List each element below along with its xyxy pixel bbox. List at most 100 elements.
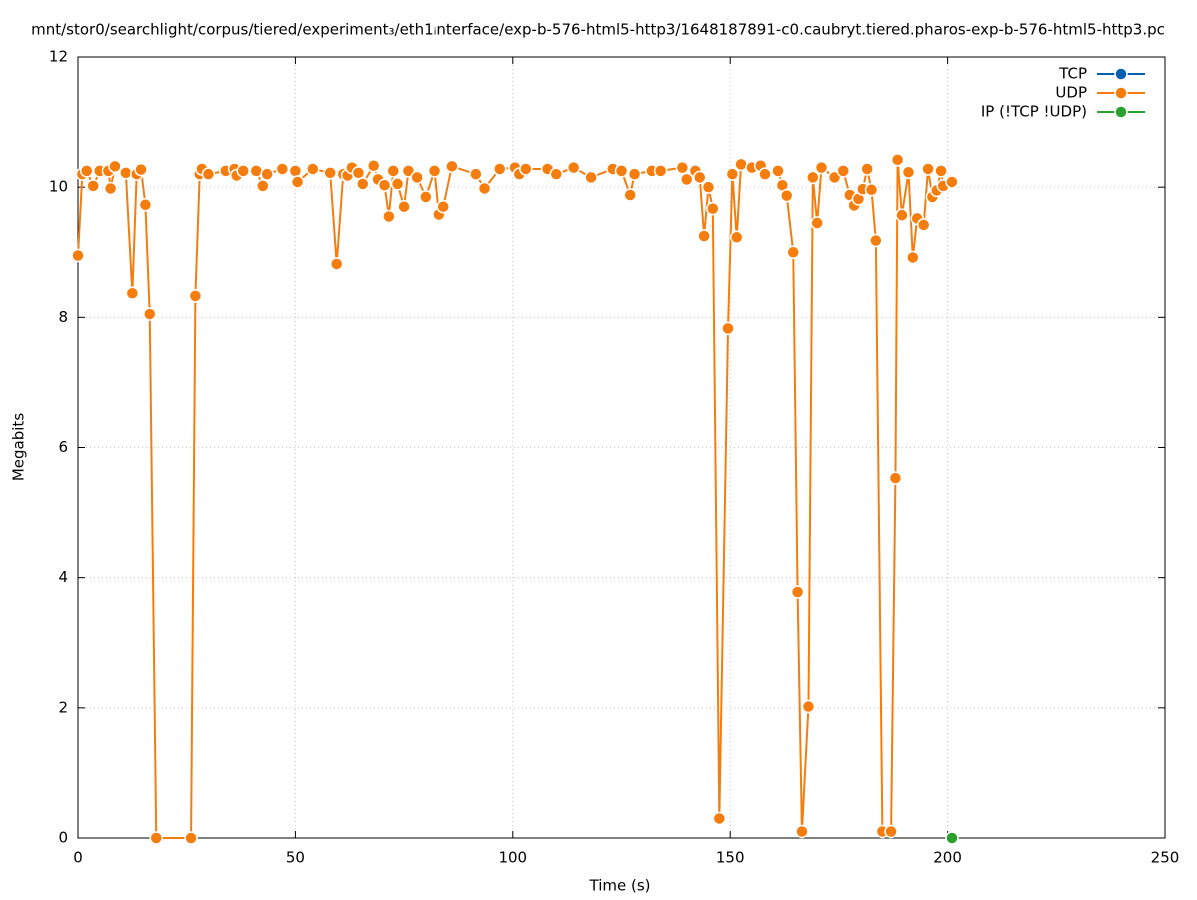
data-point bbox=[729, 230, 744, 245]
data-point bbox=[549, 167, 564, 181]
y-tick-label: 12 bbox=[49, 48, 68, 66]
legend-label: IP (!TCP !UDP) bbox=[981, 103, 1087, 121]
data-point bbox=[901, 165, 916, 179]
y-tick-label: 0 bbox=[58, 829, 68, 847]
data-point bbox=[356, 177, 370, 191]
data-point bbox=[916, 218, 931, 232]
data-point bbox=[906, 250, 920, 265]
data-point bbox=[653, 164, 668, 178]
legend-marker bbox=[1114, 86, 1128, 100]
data-point bbox=[701, 180, 716, 194]
data-point bbox=[584, 170, 598, 185]
y-tick-label: 4 bbox=[58, 568, 68, 586]
data-point bbox=[693, 170, 707, 185]
data-point bbox=[410, 170, 424, 185]
data-point bbox=[790, 585, 805, 599]
x-tick-label: 50 bbox=[286, 849, 305, 867]
data-point bbox=[921, 162, 935, 176]
data-point bbox=[860, 162, 874, 176]
data-point bbox=[623, 188, 637, 202]
x-tick-label: 200 bbox=[933, 849, 962, 867]
x-tick-label: 150 bbox=[716, 849, 745, 867]
data-point bbox=[519, 162, 533, 176]
data-point bbox=[256, 179, 270, 193]
data-point bbox=[934, 164, 948, 178]
data-point bbox=[712, 811, 727, 826]
data-point bbox=[721, 321, 735, 336]
x-axis-label: Time (s) bbox=[589, 877, 651, 895]
data-point bbox=[697, 229, 711, 243]
data-point bbox=[836, 164, 850, 178]
data-point bbox=[679, 172, 694, 187]
data-point bbox=[427, 164, 442, 178]
data-point bbox=[801, 699, 816, 714]
data-point bbox=[138, 197, 153, 212]
data-point bbox=[142, 307, 157, 321]
data-point bbox=[566, 160, 581, 175]
data-point bbox=[288, 164, 303, 178]
data-point bbox=[795, 824, 809, 839]
data-point bbox=[758, 167, 772, 181]
data-point bbox=[86, 179, 100, 193]
data-point bbox=[419, 190, 433, 204]
data-point bbox=[814, 160, 829, 175]
data-point bbox=[184, 831, 198, 845]
data-point bbox=[188, 289, 203, 303]
data-point bbox=[786, 245, 800, 259]
data-point bbox=[125, 286, 140, 301]
data-point bbox=[390, 177, 405, 191]
data-point bbox=[351, 166, 366, 180]
series-line bbox=[77, 159, 953, 839]
data-point bbox=[706, 201, 720, 216]
plot-border bbox=[77, 56, 1166, 839]
data-point bbox=[869, 233, 883, 248]
data-point bbox=[614, 164, 629, 178]
data-point bbox=[445, 159, 459, 174]
data-point bbox=[725, 167, 740, 181]
data-point bbox=[436, 199, 450, 214]
x-tick-label: 100 bbox=[498, 849, 527, 867]
data-point bbox=[477, 181, 492, 196]
data-point bbox=[260, 167, 274, 181]
data-point bbox=[627, 167, 642, 181]
y-tick-label: 6 bbox=[58, 438, 68, 456]
data-point bbox=[493, 162, 507, 176]
data-point bbox=[469, 167, 483, 181]
y-tick-label: 10 bbox=[49, 178, 68, 196]
data-point bbox=[201, 167, 216, 181]
legend-label: UDP bbox=[1055, 84, 1087, 102]
data-point bbox=[806, 170, 820, 185]
data-point bbox=[382, 209, 396, 224]
data-point bbox=[945, 831, 959, 845]
data-point bbox=[810, 216, 824, 230]
data-point bbox=[377, 178, 392, 192]
data-point bbox=[149, 831, 164, 845]
data-point bbox=[103, 181, 118, 196]
data-point bbox=[771, 164, 785, 178]
data-point bbox=[884, 824, 898, 839]
data-point bbox=[108, 159, 122, 174]
data-point bbox=[864, 183, 879, 197]
data-point bbox=[779, 188, 794, 203]
data-point bbox=[888, 471, 903, 485]
chart-title: mnt/stor0/searchlight/corpus/tiered/expe… bbox=[31, 21, 1165, 39]
legend-label: TCP bbox=[1058, 65, 1087, 83]
data-point bbox=[945, 175, 959, 189]
data-point bbox=[290, 175, 305, 189]
data-point bbox=[79, 164, 94, 178]
data-point bbox=[306, 162, 320, 176]
data-point bbox=[386, 164, 400, 178]
data-point bbox=[366, 158, 381, 173]
data-point bbox=[323, 166, 337, 180]
y-tick-label: 2 bbox=[58, 698, 68, 716]
data-point bbox=[895, 208, 909, 222]
data-point bbox=[236, 164, 250, 178]
data-point bbox=[134, 162, 148, 177]
y-tick-label: 8 bbox=[58, 308, 68, 326]
data-point bbox=[675, 160, 690, 175]
data-point bbox=[275, 162, 290, 176]
x-tick-label: 250 bbox=[1151, 849, 1180, 867]
y-axis-label: Megabits bbox=[10, 413, 28, 481]
data-point bbox=[329, 257, 344, 271]
